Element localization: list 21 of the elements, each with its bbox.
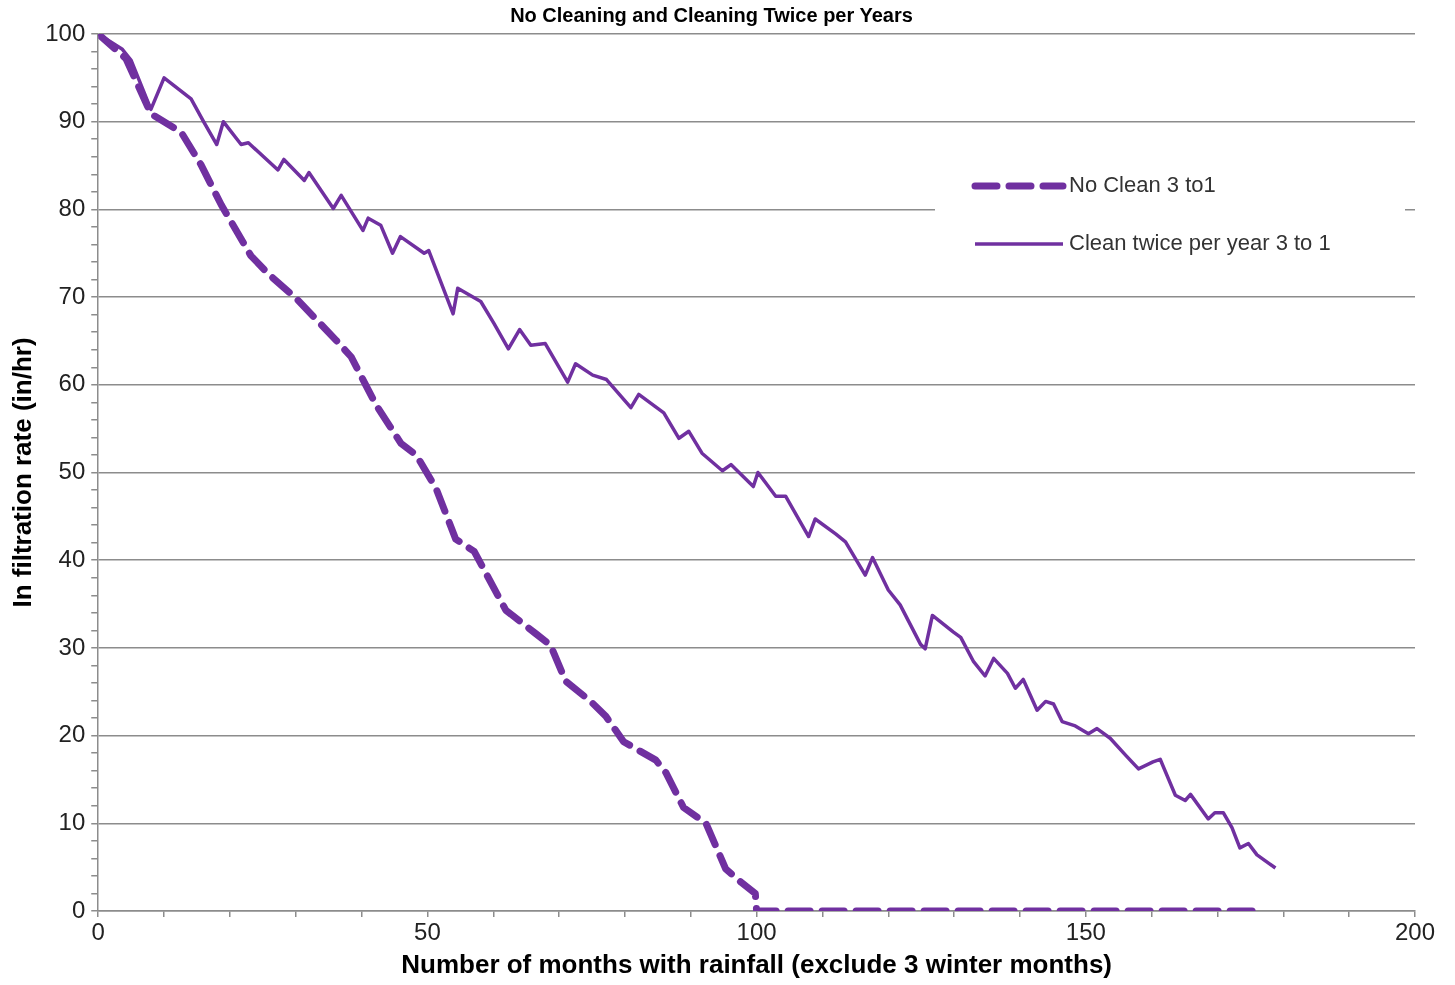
x-tick-label: 150	[1065, 918, 1106, 946]
y-tick-label: 0	[71, 895, 86, 923]
y-tick-label: 30	[58, 632, 86, 660]
x-tick-label: 0	[91, 918, 105, 946]
x-tick-label: 50	[414, 918, 441, 946]
y-tick-label: 50	[58, 457, 86, 485]
y-tick-label: 90	[58, 106, 86, 134]
chart-title: No Cleaning and Cleaning Twice per Years	[510, 3, 913, 26]
y-tick-label: 60	[58, 369, 86, 397]
y-tick-label: 70	[58, 281, 86, 309]
y-tick-label: 10	[58, 807, 86, 835]
legend-label: Clean twice per year 3 to 1	[1069, 230, 1331, 256]
y-tick-label: 100	[45, 18, 86, 46]
x-tick-label: 200	[1394, 918, 1436, 946]
x-axis-title: Number of months with rainfall (exclude 3 winter months)	[401, 948, 1112, 979]
y-tick-label: 80	[58, 194, 86, 222]
y-tick-label: 40	[58, 544, 86, 572]
x-tick-label: 100	[736, 918, 777, 946]
y-tick-label: 20	[58, 720, 86, 748]
y-axis-title: In filtration rate (in/hr)	[6, 337, 37, 608]
legend-label: No Clean 3 to1	[1069, 172, 1216, 198]
